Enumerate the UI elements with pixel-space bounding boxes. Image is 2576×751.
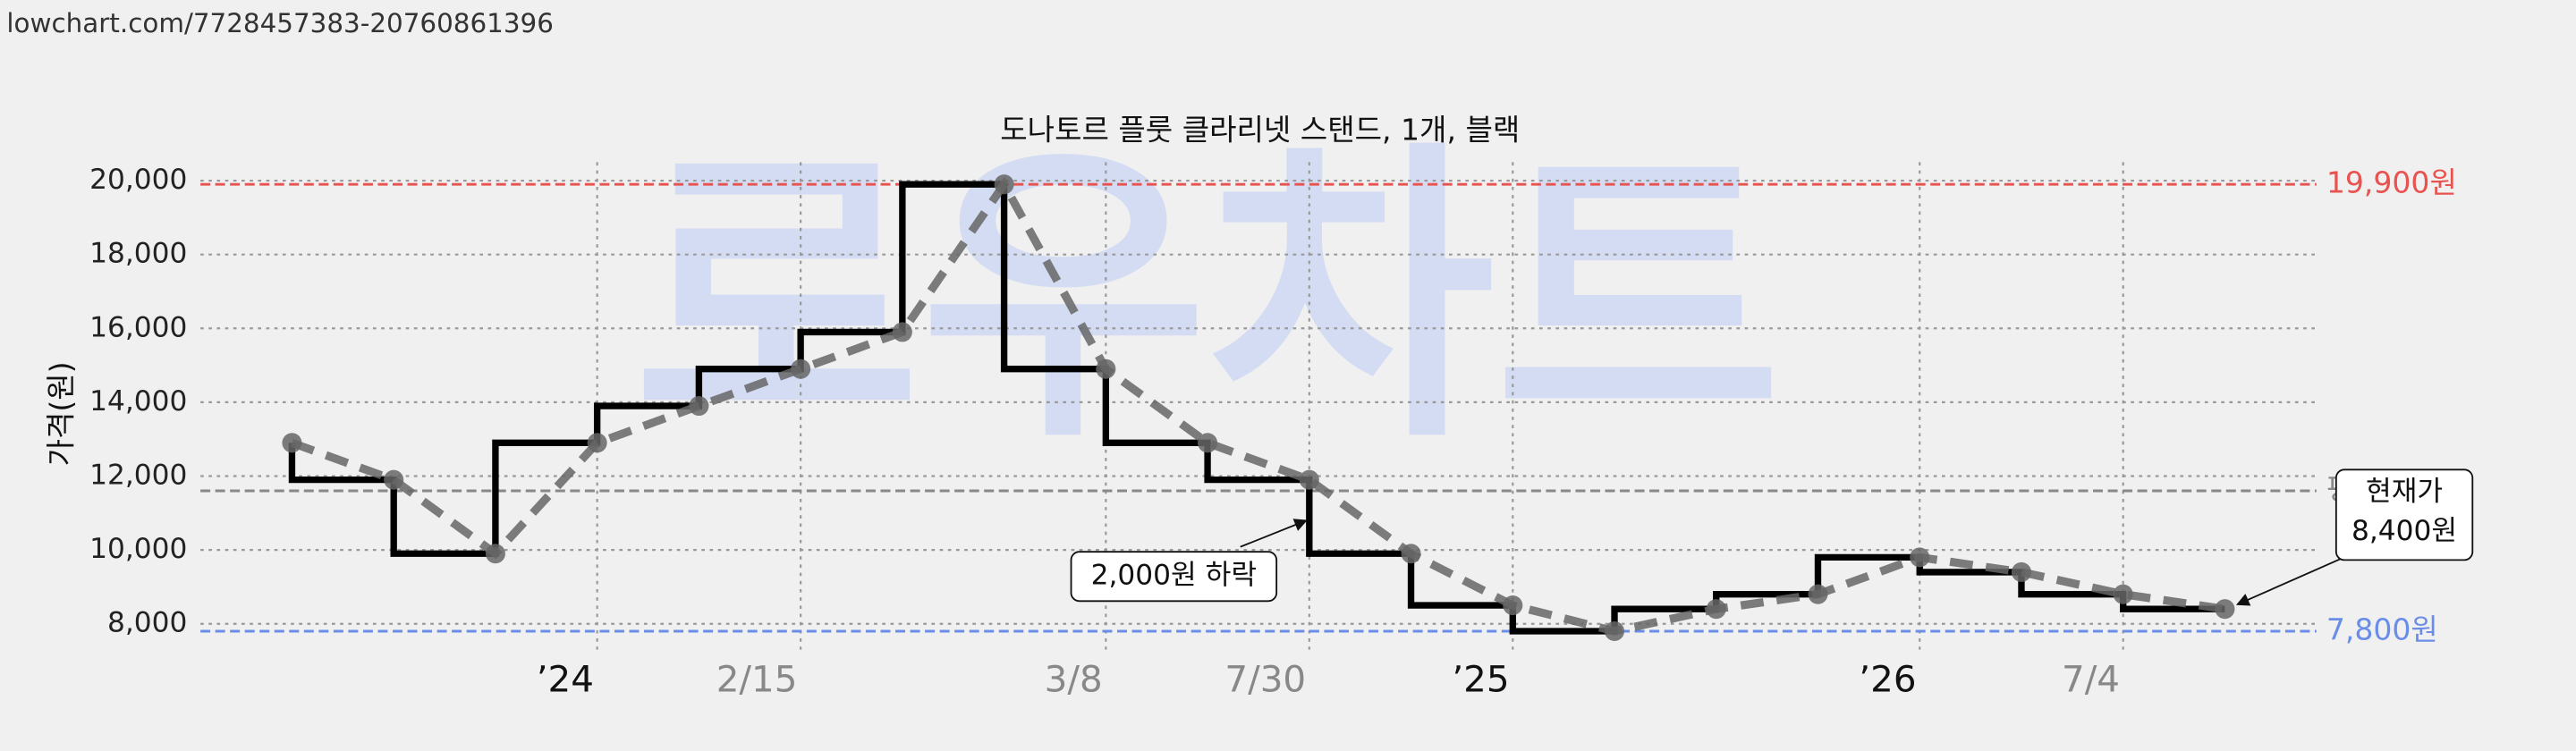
- price-point: [1910, 547, 1930, 568]
- price-point: [791, 359, 811, 379]
- price-point: [282, 433, 302, 453]
- watermark: 로우차트: [633, 117, 1782, 480]
- price-point: [1299, 469, 1319, 490]
- price-point: [2011, 561, 2031, 582]
- y-tick-label: 18,000: [89, 238, 187, 270]
- price-point: [892, 322, 912, 342]
- annotation-arrow: [2235, 554, 2350, 606]
- price-point: [1503, 595, 1523, 616]
- price-point: [1706, 599, 1726, 620]
- y-tick-label: 14,000: [89, 385, 187, 418]
- price-point: [1808, 584, 1828, 604]
- x-tick-label: 2/15: [716, 657, 798, 700]
- chart-title: 도나토르 플룻 클라리넷 스탠드, 1개, 블랙: [1000, 112, 1520, 147]
- price-trend-line: [290, 176, 2226, 636]
- price-step-line: [288, 181, 2225, 635]
- y-tick-label: 10,000: [89, 533, 187, 565]
- x-tick-label: 7/4: [2062, 657, 2120, 700]
- price-point: [1401, 544, 1421, 564]
- y-tick-label: 8,000: [107, 607, 187, 639]
- price-point: [2215, 599, 2235, 620]
- price-point: [587, 433, 607, 453]
- y-tick-label: 12,000: [89, 460, 187, 492]
- annotation-arrow: [1240, 519, 1308, 548]
- y-tick-label: 16,000: [89, 311, 187, 343]
- reference-label: 7,800원: [2326, 612, 2438, 646]
- price-point: [994, 174, 1014, 195]
- annotation-text: 8,400원: [2351, 515, 2457, 547]
- x-tick-label: ’25: [1452, 657, 1509, 700]
- x-tick-label: ’26: [1859, 657, 1916, 700]
- annotation-box: [2334, 468, 2474, 561]
- price-point: [2113, 584, 2133, 604]
- price-point: [1604, 620, 1625, 642]
- price-point: [689, 396, 709, 417]
- annotation-text: 2,000원 하락: [1091, 560, 1257, 592]
- price-point: [1198, 433, 1218, 453]
- annotation-text: 현재가: [2366, 476, 2443, 508]
- x-tick-label: 7/30: [1224, 657, 1306, 700]
- annotation-box: [1070, 551, 1278, 603]
- price-point: [1096, 359, 1116, 379]
- x-tick-label: ’24: [537, 657, 594, 700]
- price-point: [384, 469, 404, 490]
- url: lowchart.com/7728457383-20760861396: [6, 8, 554, 38]
- price-point: [485, 544, 505, 564]
- y-tick-label: 20,000: [89, 164, 187, 196]
- y-axis-label: 가격(원): [43, 361, 78, 466]
- reference-label: 19,900원: [2326, 165, 2457, 200]
- x-tick-label: 3/8: [1045, 657, 1103, 700]
